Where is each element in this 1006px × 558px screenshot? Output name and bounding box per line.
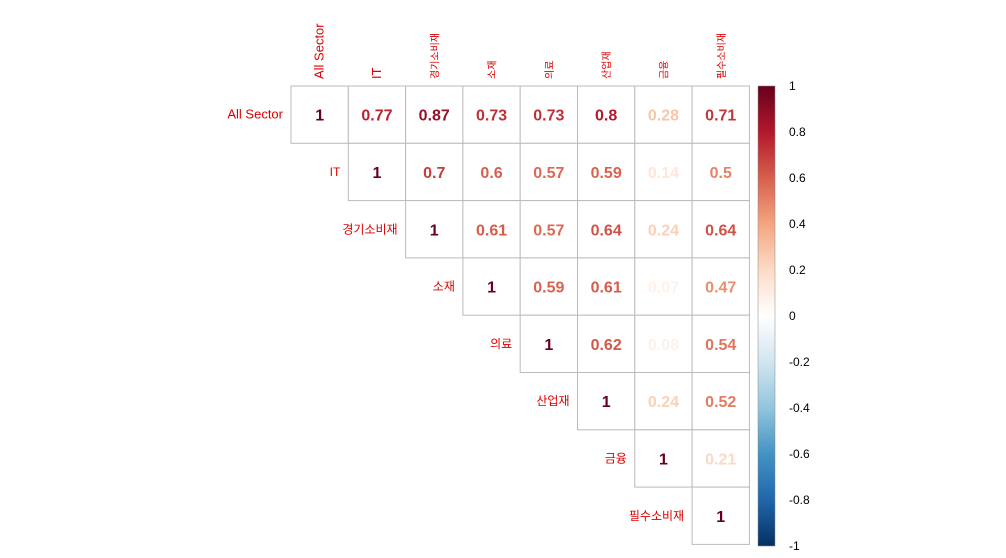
cell-value-label: 1: [716, 509, 725, 526]
matrix-cell: [577, 200, 636, 259]
matrix-cell: [634, 142, 693, 202]
matrix-cell: [634, 429, 693, 488]
cell-value-label: 0.47: [705, 280, 736, 297]
column-label: 금융: [658, 61, 670, 79]
matrix-cell: [577, 314, 636, 374]
matrix-cell: [519, 257, 579, 316]
row-label: IT: [330, 165, 341, 179]
matrix-cells: 1 0.77 0.87 0.73 0.73 0.8 0.28 0.71 1 0.7 0.6 0.57 0…: [290, 85, 750, 545]
cell-value-label: 0.7: [423, 165, 445, 182]
cell-value-label: 0.08: [648, 337, 679, 354]
column-label: 산업재: [600, 51, 613, 79]
colorbar-tick-label: 1: [789, 79, 796, 93]
row-label: 산업재: [536, 394, 569, 408]
colorbar-tick-label: -0.4: [789, 401, 810, 415]
cell-value-label: 0.57: [533, 165, 564, 182]
color-legend: 1 0.8 0.6 0.4 0.2 0 -0.2 -0.4 -0.6 -0.8 -1: [757, 79, 810, 553]
matrix-cell: [462, 200, 521, 259]
matrix-cell: [691, 257, 750, 316]
cell-value-label: 0.24: [648, 222, 679, 239]
matrix-cell: [519, 314, 579, 374]
cell-value-label: 0.57: [533, 222, 564, 239]
cell-value-label: 0.64: [705, 222, 736, 239]
cell-value-label: 1: [487, 280, 496, 297]
cell-value-label: 0.61: [591, 280, 622, 297]
cell-value-label: 0.87: [419, 108, 450, 125]
cell-value-label: 0.24: [648, 394, 679, 411]
cell-value-label: 1: [602, 394, 611, 411]
matrix-cell: [405, 85, 464, 144]
cell-value-label: 0.54: [705, 337, 736, 354]
cell-value-label: 1: [315, 108, 324, 125]
colorbar-tick-label: -0.2: [789, 355, 810, 369]
cell-value-label: 0.14: [648, 165, 679, 182]
cell-value-label: 0.59: [533, 280, 564, 297]
matrix-cell: [519, 200, 579, 259]
row-label: 의료: [490, 337, 512, 351]
cell-value-label: 0.61: [476, 222, 507, 239]
matrix-cell: [691, 486, 750, 545]
colorbar-gradient: [757, 85, 776, 547]
colorbar-tick-label: -0.8: [789, 493, 810, 507]
colorbar-tick-label: -1: [789, 539, 800, 553]
colorbar-tick-label: 0.2: [789, 263, 806, 277]
cell-value-label: 0.07: [648, 280, 679, 297]
cell-value-label: 1: [430, 222, 439, 239]
column-label: 소재: [487, 61, 499, 79]
colorbar-tick-label: 0.6: [789, 171, 806, 185]
cell-value-label: 1: [372, 165, 381, 182]
column-label: 경기소비재: [428, 33, 441, 79]
row-label: All Sector: [227, 107, 283, 122]
matrix-cell: [347, 85, 407, 144]
matrix-cell: [577, 85, 636, 144]
cell-value-label: 0.71: [705, 108, 736, 125]
colorbar-tick-label: -0.6: [789, 447, 810, 461]
cell-value-label: 0.21: [705, 451, 736, 468]
cell-value-label: 0.62: [591, 337, 622, 354]
matrix-cell: [347, 142, 407, 202]
column-label: IT: [369, 67, 384, 79]
row-label: 필수소비재: [629, 509, 684, 523]
matrix-cell: [634, 314, 693, 374]
matrix-cell: [405, 142, 464, 202]
matrix-cell: [462, 257, 521, 316]
cell-value-label: 1: [659, 451, 668, 468]
cell-value-label: 0.77: [361, 108, 392, 125]
matrix-cell: [405, 200, 464, 259]
column-label: All Sector: [312, 23, 327, 79]
cell-value-label: 1: [544, 337, 553, 354]
column-label: 필수소비재: [716, 33, 728, 79]
cell-value-label: 0.59: [591, 165, 622, 182]
row-label: 금융: [605, 451, 627, 465]
cell-value-label: 0.5: [710, 165, 732, 182]
matrix-cell: [691, 85, 750, 144]
cell-value-label: 0.73: [476, 108, 507, 125]
matrix-cell: [634, 200, 693, 259]
matrix-cell: [519, 142, 579, 202]
colorbar-tick-label: 0.4: [789, 217, 806, 231]
matrix-cell: [691, 372, 750, 431]
cell-value-label: 0.52: [705, 394, 736, 411]
matrix-cell: [691, 314, 750, 374]
row-label: 소재: [433, 280, 455, 294]
colorbar-tick-label: 0.8: [789, 125, 806, 139]
column-label: 의료: [544, 61, 556, 79]
cell-value-label: 0.28: [648, 108, 679, 125]
matrix-cell: [634, 257, 693, 316]
matrix-cell: [290, 85, 349, 144]
colorbar-tick-label: 0: [789, 309, 796, 323]
cell-value-label: 0.6: [480, 165, 502, 182]
cell-value-label: 0.64: [591, 222, 622, 239]
cell-value-label: 0.8: [595, 108, 617, 125]
cell-value-label: 0.73: [533, 108, 564, 125]
row-label: 경기소비재: [342, 222, 397, 236]
matrix-cell: [577, 372, 636, 431]
matrix-cell: [691, 200, 750, 259]
